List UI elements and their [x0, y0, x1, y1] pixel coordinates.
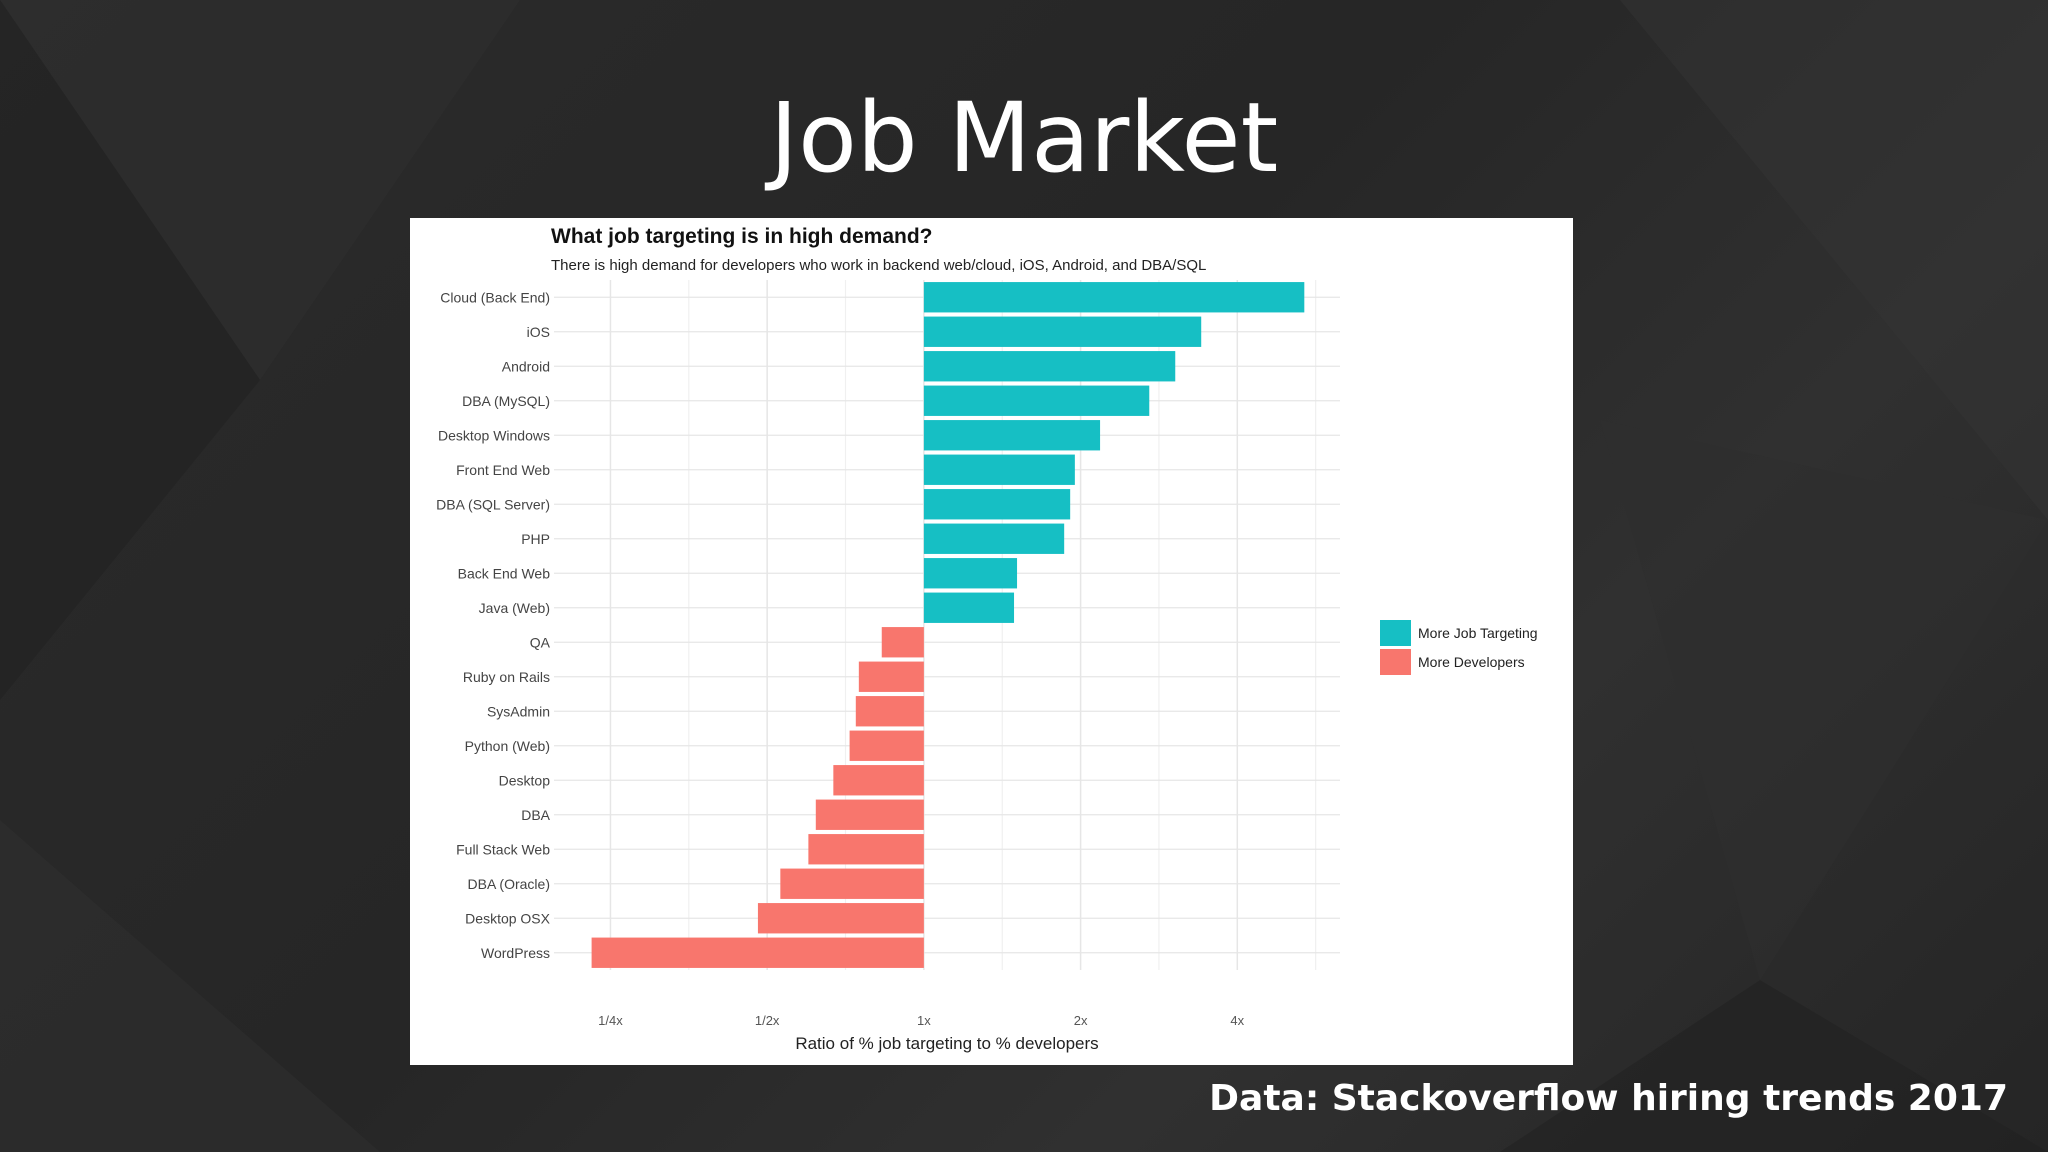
bar-back-end-web: [923, 558, 1018, 589]
x-axis-label: Ratio of % job targeting to % developers: [795, 1034, 1098, 1053]
legend-label: More Developers: [1418, 654, 1525, 670]
category-label: Java (Web): [479, 600, 550, 616]
category-label: Cloud (Back End): [440, 289, 550, 305]
category-label: DBA (Oracle): [468, 876, 550, 892]
x-tick-label: 1/4x: [598, 1013, 623, 1028]
bar-dba-sql-server: [923, 489, 1071, 520]
chart-title: What job targeting is in high demand?: [551, 225, 933, 248]
bars: [591, 282, 1305, 968]
legend-label: More Job Targeting: [1418, 625, 1538, 641]
bar-dba-mysql: [923, 385, 1150, 416]
legend-swatch: [1380, 620, 1411, 646]
x-tick-label: 4x: [1230, 1013, 1244, 1028]
x-tick-label: 1/2x: [755, 1013, 780, 1028]
chart-card: What job targeting is in high demand? Th…: [410, 218, 1573, 1065]
bar-front-end-web: [923, 454, 1075, 485]
bar-php: [923, 523, 1065, 554]
legend-swatch: [1380, 649, 1411, 675]
category-label: Python (Web): [465, 738, 550, 754]
category-label: Android: [502, 358, 550, 374]
slide-title: Job Market: [769, 82, 1279, 194]
bar-qa: [881, 627, 924, 658]
category-label: Desktop Windows: [438, 427, 550, 443]
data-source-credit: Data: Stackoverflow hiring trends 2017: [1209, 1078, 2008, 1119]
bar-java-web: [923, 592, 1015, 623]
category-label: Desktop: [499, 772, 551, 788]
category-label: DBA: [521, 807, 550, 823]
legend: More Job Targeting More Developers: [1380, 620, 1538, 675]
bar-desktop: [833, 765, 924, 796]
category-label: Desktop OSX: [465, 910, 550, 926]
bar-ruby-on-rails: [858, 661, 924, 692]
grid-lines: [554, 280, 1340, 970]
bar-dba-oracle: [780, 868, 924, 899]
x-tick-label: 1x: [917, 1013, 931, 1028]
bar-ios: [923, 316, 1202, 347]
bar-dba: [815, 799, 924, 830]
bar-python-web: [849, 730, 924, 761]
category-label: WordPress: [481, 945, 550, 961]
category-label: QA: [530, 634, 551, 650]
bar-sysadmin: [855, 696, 924, 727]
bar-desktop-windows: [923, 420, 1101, 451]
category-label: iOS: [527, 324, 550, 340]
category-label: Ruby on Rails: [463, 669, 550, 685]
bar-cloud-back-end: [923, 282, 1305, 313]
category-label: DBA (SQL Server): [436, 496, 550, 512]
chart-subtitle: There is high demand for developers who …: [551, 257, 1206, 274]
category-label: Full Stack Web: [456, 841, 550, 857]
category-label: Front End Web: [456, 462, 550, 478]
category-label: PHP: [521, 531, 550, 547]
x-tick-labels: 1/4x 1/2x 1x 2x 4x: [598, 1013, 1245, 1028]
category-label: DBA (MySQL): [462, 393, 550, 409]
x-tick-label: 2x: [1074, 1013, 1088, 1028]
bar-wordpress: [591, 937, 924, 968]
bar-full-stack-web: [808, 834, 924, 865]
bar-desktop-osx: [757, 903, 924, 934]
bar-android: [923, 351, 1176, 382]
category-labels: Cloud (Back End) iOS Android DBA (MySQL) Des…: [436, 289, 551, 961]
bar-chart: What job targeting is in high demand? Th…: [436, 225, 1538, 1053]
category-label: SysAdmin: [487, 703, 550, 719]
category-label: Back End Web: [458, 565, 551, 581]
